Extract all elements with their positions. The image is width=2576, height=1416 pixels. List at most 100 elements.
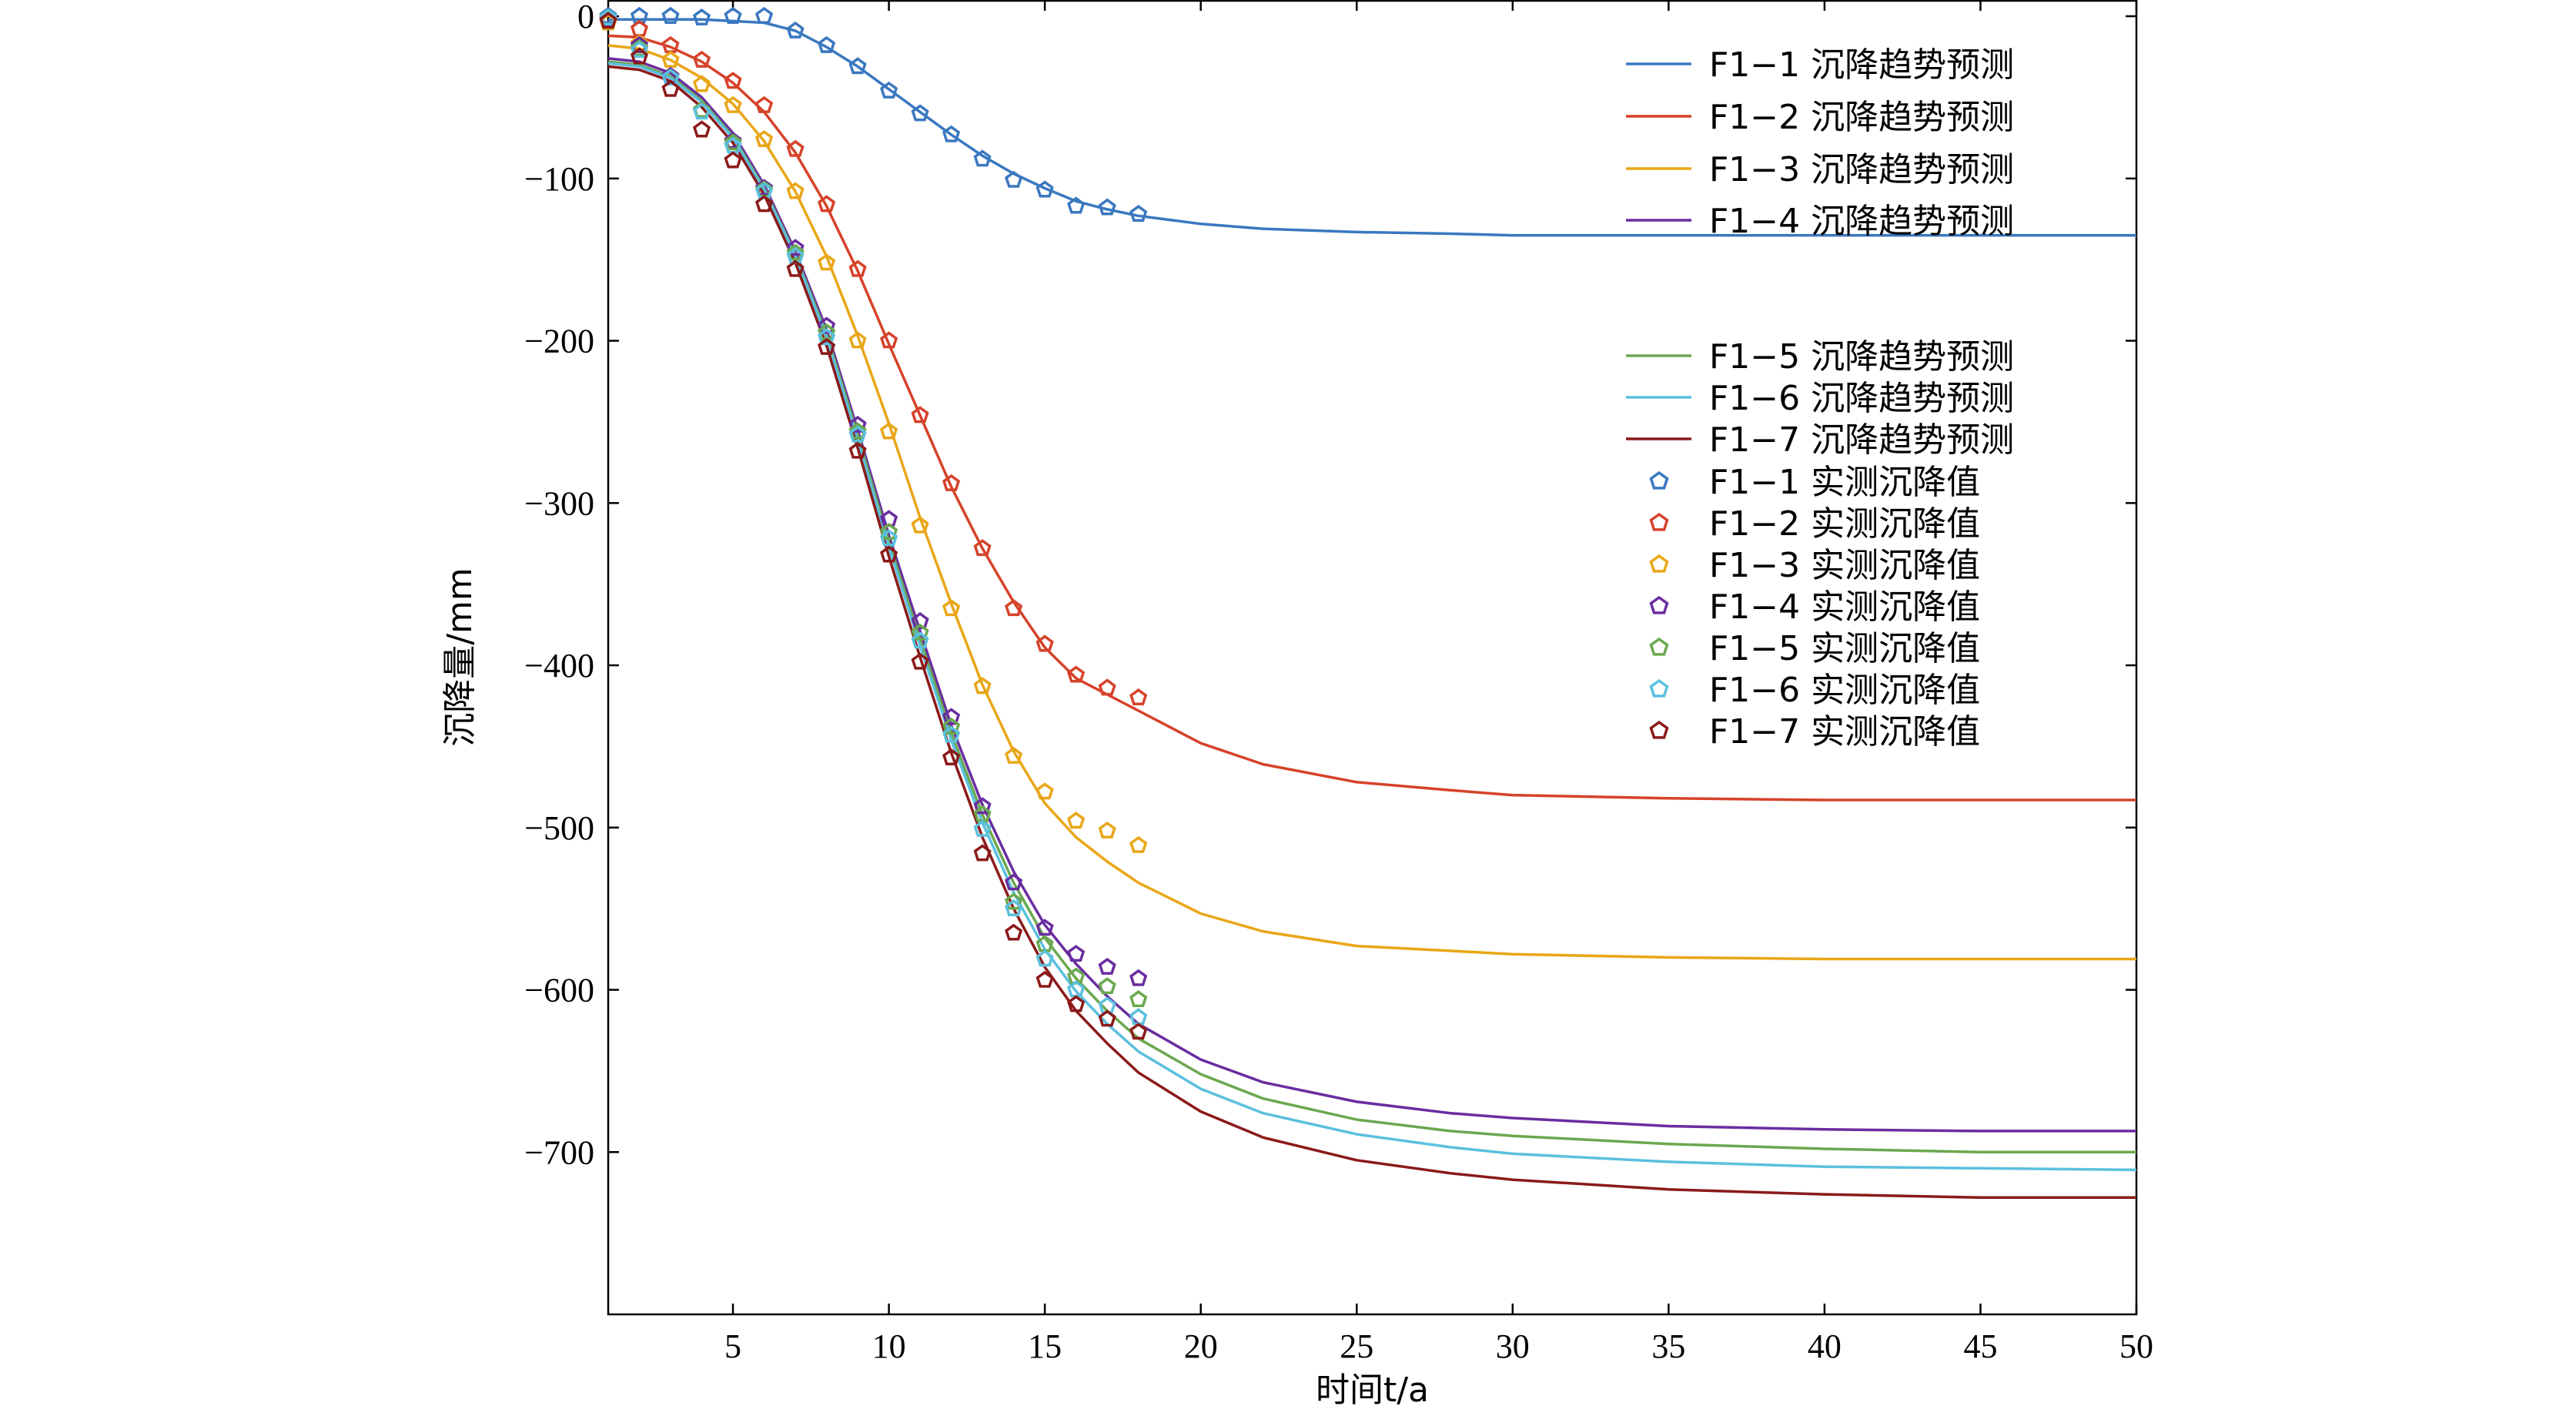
data-point xyxy=(942,725,961,743)
legend-label: F1−7 沉降趋势预测 xyxy=(1709,420,2014,460)
data-point xyxy=(880,545,898,563)
data-point xyxy=(973,844,992,862)
data-point xyxy=(942,599,961,617)
data-point xyxy=(724,72,742,89)
data-point xyxy=(1098,1009,1116,1027)
legend-label: F1−6 实测沉降值 xyxy=(1709,671,1980,710)
data-point xyxy=(1035,970,1054,988)
legend-label: F1−3 实测沉降值 xyxy=(1709,546,1980,585)
data-point xyxy=(661,6,680,24)
legend-swatch-marker xyxy=(1649,720,1669,739)
data-point xyxy=(942,474,961,491)
data-point xyxy=(1005,923,1023,941)
y-tick-label: −400 xyxy=(524,647,594,685)
data-point xyxy=(786,239,805,256)
data-point xyxy=(1098,198,1116,216)
data-point xyxy=(911,516,929,534)
x-tick-label: 25 xyxy=(1340,1327,1373,1365)
data-point xyxy=(1129,990,1148,1008)
data-point xyxy=(973,149,992,167)
data-point xyxy=(754,130,774,148)
legend-label: F1−5 沉降趋势预测 xyxy=(1709,337,2014,377)
x-axis-title: 时间t/a xyxy=(1316,1371,1429,1410)
legend-label: F1−1 实测沉降值 xyxy=(1709,463,1980,502)
data-point xyxy=(754,6,774,24)
y-tick-label: −100 xyxy=(524,160,594,198)
data-point xyxy=(692,8,711,26)
y-tick-label: −200 xyxy=(524,323,594,360)
legend-label: F1−1 沉降趋势预测 xyxy=(1709,45,2014,85)
x-tick-label: 5 xyxy=(724,1327,741,1365)
data-point xyxy=(848,422,867,440)
legend-label: F1−3 沉降趋势预测 xyxy=(1709,150,2014,189)
data-point xyxy=(1067,995,1086,1013)
data-point xyxy=(818,35,836,53)
data-point xyxy=(1035,919,1054,936)
legend-swatch-marker xyxy=(1649,637,1669,656)
y-axis-title: 沉降量/mm xyxy=(440,567,480,747)
y-tick-label: −300 xyxy=(524,484,594,522)
data-point xyxy=(630,47,649,65)
data-point xyxy=(973,677,992,695)
data-point xyxy=(818,337,836,355)
x-tick-label: 15 xyxy=(1028,1327,1062,1365)
series-layer xyxy=(599,6,2137,1200)
data-point xyxy=(1005,746,1023,764)
data-point xyxy=(692,50,711,68)
data-point xyxy=(1035,949,1054,967)
data-point xyxy=(973,797,992,815)
y-tick-label: −500 xyxy=(524,809,594,847)
data-point xyxy=(818,195,836,213)
data-point xyxy=(818,328,836,346)
y-tick-label: 0 xyxy=(577,0,594,35)
x-tick-label: 10 xyxy=(872,1327,906,1365)
data-point xyxy=(1067,196,1086,214)
series-line-6 xyxy=(607,62,2137,1172)
data-point xyxy=(1098,821,1116,839)
legend-swatch-marker xyxy=(1649,470,1669,490)
data-point xyxy=(818,316,836,334)
data-point xyxy=(786,21,805,38)
data-point xyxy=(880,331,898,349)
data-point xyxy=(1005,892,1023,910)
data-point xyxy=(630,35,649,53)
data-point xyxy=(1129,969,1148,986)
data-point xyxy=(754,195,774,213)
data-point xyxy=(1005,873,1023,891)
data-point xyxy=(1067,665,1086,683)
data-point xyxy=(880,523,898,541)
data-point xyxy=(661,69,680,85)
data-point xyxy=(880,529,898,547)
legend: F1−1 沉降趋势预测 F1−2 沉降趋势预测 F1−3 沉降趋势预测 F1−4 沉降… xyxy=(1626,45,2014,752)
data-point xyxy=(880,81,898,99)
legend-label: F1−2 沉降趋势预测 xyxy=(1709,98,2014,137)
legend-label: F1−5 实测沉降值 xyxy=(1709,629,1980,668)
data-point xyxy=(880,422,898,440)
data-point xyxy=(1035,634,1054,652)
data-point xyxy=(1035,180,1054,198)
data-point xyxy=(911,623,929,641)
data-point xyxy=(911,406,929,423)
data-point xyxy=(973,539,992,557)
x-tick-label: 30 xyxy=(1496,1327,1530,1365)
data-point xyxy=(848,259,867,277)
data-point xyxy=(599,8,617,26)
x-tick-label: 45 xyxy=(1963,1327,1997,1365)
y-tick-label: −600 xyxy=(524,972,594,1009)
legend-swatch-marker xyxy=(1649,512,1669,531)
plot-frame xyxy=(607,0,2138,1316)
data-point xyxy=(942,748,961,765)
data-point xyxy=(848,441,867,459)
x-tick-label: 40 xyxy=(1808,1327,1842,1365)
data-point xyxy=(1098,977,1116,995)
data-point xyxy=(1129,688,1148,706)
x-tick-label: 50 xyxy=(2119,1327,2153,1365)
data-point xyxy=(630,41,649,59)
data-point xyxy=(1129,1023,1148,1040)
data-point xyxy=(1098,678,1116,696)
data-point xyxy=(692,120,711,138)
data-point xyxy=(1005,599,1023,617)
legend-label: F1−7 实测沉降值 xyxy=(1709,712,1980,752)
plot-area xyxy=(607,0,2138,1316)
